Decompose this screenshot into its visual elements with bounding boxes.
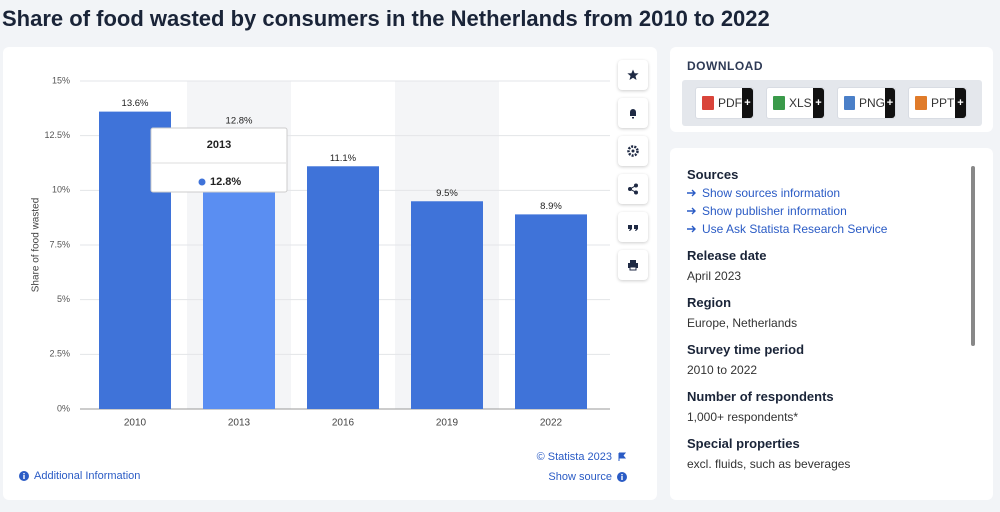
tooltip-box: [150, 127, 288, 193]
x-tick-label: 2019: [436, 418, 459, 429]
format-label: XLS: [789, 96, 812, 110]
y-tick-label: 10%: [52, 185, 70, 195]
bar: [515, 214, 587, 409]
source-link[interactable]: Show publisher information: [687, 204, 957, 218]
data-label: 8.9%: [540, 201, 562, 212]
file-icon: [702, 96, 714, 110]
tooltip: 2013 12.8%: [150, 127, 288, 193]
copyright-link[interactable]: © Statista 2023: [537, 451, 627, 463]
y-axis-title: Share of food wasted: [31, 198, 42, 293]
x-tick-label: 2013: [228, 418, 251, 429]
section-text: Europe, Netherlands: [687, 316, 798, 330]
settings-button[interactable]: [618, 136, 648, 166]
download-buttons: PDF + XLS + PNG + PPT +: [695, 87, 967, 119]
section-text: 2010 to 2022: [687, 363, 758, 377]
tooltip-dot: [198, 178, 206, 186]
x-tick-label: 2016: [332, 418, 355, 429]
download-button[interactable]: PDF +: [695, 87, 754, 119]
data-label: 13.6%: [122, 98, 149, 109]
section-title: Release date: [687, 248, 767, 263]
source-link-text: Use Ask Statista Research Service: [702, 222, 888, 236]
print-button[interactable]: [618, 250, 648, 280]
cite-button[interactable]: [618, 212, 648, 242]
tooltip-title: 2013: [207, 139, 231, 151]
download-card: DOWNLOAD PDF + XLS + PNG + PPT +: [670, 47, 993, 132]
y-tick-label: 7.5%: [49, 239, 70, 249]
scrollbar: [971, 166, 975, 346]
format-label: PNG: [858, 96, 885, 110]
section-title: Special properties: [687, 436, 800, 451]
download-plus: +: [955, 88, 966, 118]
show-source: Show source: [548, 471, 612, 483]
arrow-icon: [687, 225, 696, 233]
y-tick-label: 0%: [57, 403, 70, 413]
format-label: PDF: [718, 96, 742, 110]
toolbar: [618, 60, 648, 280]
section-text: April 2023: [687, 269, 742, 283]
download-button[interactable]: PPT +: [908, 87, 967, 119]
tooltip-value: 12.8%: [210, 176, 241, 188]
details-card: Sources Show sources information Show pub…: [670, 148, 993, 500]
download-button[interactable]: PNG +: [837, 87, 896, 119]
page-title: Share of food wasted by consumers in the…: [2, 6, 770, 31]
file-icon: [915, 96, 927, 110]
data-label: 12.8%: [226, 116, 253, 127]
favorite-button[interactable]: [618, 60, 648, 90]
alert-button[interactable]: [618, 98, 648, 128]
section-text: excl. fluids, such as beverages: [687, 457, 851, 471]
additional-info: Additional Information: [34, 470, 141, 482]
source-link[interactable]: Show sources information: [687, 186, 957, 200]
arrow-icon: [687, 207, 696, 215]
data-label: 9.5%: [436, 188, 458, 199]
details: Sources Show sources information Show pub…: [687, 167, 957, 471]
bar: [411, 201, 483, 409]
share-button[interactable]: [618, 174, 648, 204]
format-label: PPT: [931, 96, 955, 110]
source-link-text: Show sources information: [702, 186, 841, 200]
source-link[interactable]: Use Ask Statista Research Service: [687, 222, 957, 236]
download-button[interactable]: XLS +: [766, 87, 825, 119]
download-plus: +: [742, 88, 753, 118]
data-label: 11.1%: [330, 153, 357, 164]
section-title: Number of respondents: [687, 389, 834, 404]
y-tick-label: 12.5%: [44, 130, 70, 140]
section-text: 1,000+ respondents*: [687, 410, 799, 424]
bar: [307, 166, 379, 409]
y-tick-label: 15%: [52, 75, 70, 85]
section-title: Survey time period: [687, 342, 805, 357]
x-tick-label: 2010: [124, 418, 147, 429]
chart: Share of food wasted 0% 2.5% 5% 7.5% 10% 12.5…: [31, 75, 610, 429]
section-title: Region: [687, 295, 732, 310]
download-plus: +: [884, 88, 895, 118]
additional-info-link[interactable]: Additional Information: [19, 470, 140, 482]
show-source-link[interactable]: Show source: [548, 471, 627, 483]
source-link-text: Show publisher information: [702, 204, 847, 218]
file-icon: [773, 96, 785, 110]
arrow-icon: [687, 189, 696, 197]
download-title: DOWNLOAD: [687, 59, 763, 73]
y-tick-label: 2.5%: [49, 349, 70, 359]
y-tick-label: 5%: [57, 294, 70, 304]
sources-title: Sources: [687, 167, 739, 182]
download-plus: +: [813, 88, 824, 118]
source-links: Show sources information Show publisher i…: [687, 186, 957, 236]
copyright: © Statista 2023: [536, 451, 612, 463]
file-icon: [844, 96, 855, 110]
x-tick-label: 2022: [540, 418, 563, 429]
